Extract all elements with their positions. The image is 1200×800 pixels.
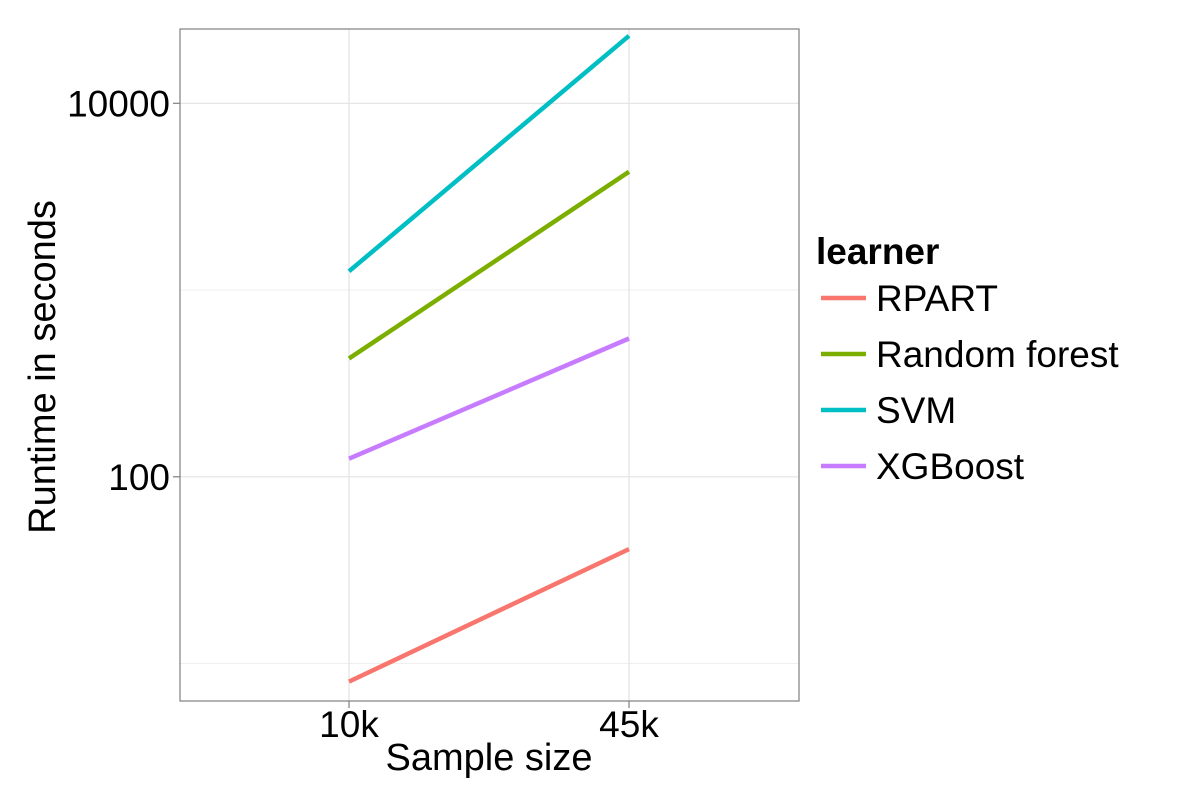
legend-item: XGBoost [821, 446, 1025, 487]
y-tick-label: 100 [108, 457, 170, 498]
legend: learner RPART Random forest SVM XGBoost [816, 231, 1119, 487]
legend-label: XGBoost [876, 446, 1025, 487]
y-axis-title: Runtime in seconds [22, 200, 64, 534]
legend-label: SVM [876, 390, 956, 431]
x-axis-ticks: 10k 45k [319, 701, 659, 745]
y-tick-label: 10000 [67, 83, 170, 124]
series-line-xgboost [348, 336, 630, 461]
legend-items: RPART Random forest SVM XGBoost [821, 278, 1119, 487]
legend-label: RPART [876, 278, 998, 319]
legend-title: learner [816, 231, 939, 272]
plot-panel-border [179, 28, 800, 702]
grid-lines [180, 29, 799, 701]
legend-item: SVM [821, 390, 956, 431]
series-line-rpart [348, 547, 630, 684]
series-line-svm [347, 34, 631, 274]
x-tick-label: 10k [319, 704, 379, 745]
legend-item: RPART [821, 278, 998, 319]
legend-item: Random forest [821, 334, 1119, 375]
legend-label: Random forest [876, 334, 1119, 375]
series-line-random-forest [347, 169, 631, 361]
y-axis-ticks: 100 10000 [67, 83, 180, 498]
series-lines [347, 34, 631, 684]
x-axis-title: Sample size [386, 737, 593, 779]
x-tick-label: 45k [599, 704, 659, 745]
